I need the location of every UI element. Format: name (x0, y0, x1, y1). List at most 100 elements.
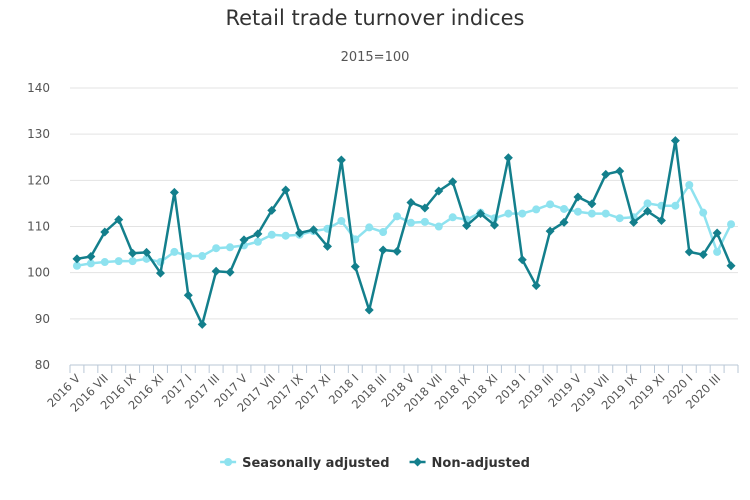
data-point[interactable] (406, 197, 416, 207)
chart-subtitle: 2015=100 (340, 50, 410, 65)
data-point[interactable] (72, 254, 82, 264)
data-point[interactable] (239, 235, 249, 245)
y-axis: 80 90 100 110 120 130 140 (27, 81, 50, 372)
legend-label: Seasonally adjusted (242, 456, 389, 471)
data-point[interactable] (573, 192, 583, 202)
data-point[interactable] (281, 185, 291, 195)
data-point[interactable] (448, 213, 457, 222)
chart-title: Retail trade turnover indices (225, 6, 525, 30)
y-tick-label: 90 (35, 312, 50, 326)
data-point[interactable] (531, 281, 541, 291)
data-point[interactable] (712, 228, 722, 238)
data-point[interactable] (713, 247, 722, 256)
series-seasonally-adjusted (72, 180, 736, 270)
data-point[interactable] (86, 259, 95, 268)
data-point[interactable] (226, 243, 235, 252)
data-point[interactable] (462, 221, 472, 231)
data-point[interactable] (684, 247, 694, 257)
data-point[interactable] (601, 209, 610, 218)
data-point[interactable] (225, 267, 235, 277)
data-point[interactable] (671, 201, 680, 210)
data-point[interactable] (309, 225, 319, 235)
data-point[interactable] (698, 250, 708, 260)
data-point[interactable] (100, 258, 109, 267)
data-point[interactable] (267, 205, 277, 215)
data-point[interactable] (448, 177, 458, 187)
data-point[interactable] (685, 180, 694, 189)
data-point[interactable] (670, 136, 680, 146)
data-point[interactable] (183, 290, 193, 300)
data-point[interactable] (351, 235, 360, 244)
legend-swatch-marker (413, 457, 423, 467)
data-point[interactable] (336, 155, 346, 165)
data-point[interactable] (629, 217, 639, 227)
data-point[interactable] (545, 226, 555, 236)
legend-swatch-marker (224, 458, 233, 466)
data-point[interactable] (532, 205, 541, 214)
data-point[interactable] (615, 214, 624, 223)
data-point[interactable] (212, 244, 221, 253)
data-point[interactable] (281, 231, 290, 240)
data-point[interactable] (114, 257, 123, 266)
legend[interactable]: Seasonally adjusted Non-adjusted (220, 456, 530, 471)
data-point[interactable] (365, 223, 374, 232)
data-point[interactable] (434, 186, 444, 196)
data-point[interactable] (517, 255, 527, 265)
data-point[interactable] (197, 319, 207, 329)
legend-item-0[interactable]: Seasonally adjusted (220, 456, 390, 471)
data-point[interactable] (643, 206, 653, 216)
data-point[interactable] (573, 207, 582, 216)
data-point[interactable] (392, 246, 402, 256)
data-point[interactable] (518, 209, 527, 218)
data-point[interactable] (546, 200, 555, 209)
data-point[interactable] (406, 218, 415, 227)
data-point[interactable] (114, 215, 124, 225)
data-point[interactable] (726, 261, 736, 271)
y-tick-label: 120 (27, 173, 50, 187)
data-point[interactable] (420, 217, 429, 226)
data-point[interactable] (378, 245, 388, 255)
data-point[interactable] (656, 215, 666, 225)
data-point[interactable] (504, 209, 513, 218)
data-point[interactable] (393, 212, 402, 221)
data-point[interactable] (503, 153, 513, 163)
data-point[interactable] (587, 209, 596, 218)
data-point[interactable] (128, 257, 137, 266)
data-point[interactable] (559, 217, 569, 227)
data-point[interactable] (253, 229, 263, 239)
data-point[interactable] (267, 230, 276, 239)
data-point[interactable] (184, 252, 193, 261)
data-point[interactable] (253, 237, 262, 246)
data-point[interactable] (364, 305, 374, 315)
data-point[interactable] (155, 268, 165, 278)
data-point[interactable] (601, 169, 611, 179)
data-point[interactable] (169, 187, 179, 197)
data-point[interactable] (643, 199, 652, 208)
data-point[interactable] (379, 228, 388, 237)
data-point[interactable] (615, 166, 625, 176)
series-group (72, 136, 736, 329)
data-point[interactable] (587, 199, 597, 209)
data-point[interactable] (295, 228, 305, 238)
data-point[interactable] (142, 247, 152, 257)
data-point[interactable] (128, 248, 138, 258)
legend-item-1[interactable]: Non-adjusted (409, 456, 530, 471)
data-point[interactable] (420, 203, 430, 213)
data-point[interactable] (322, 241, 332, 251)
data-point[interactable] (72, 261, 81, 270)
data-point[interactable] (350, 262, 360, 272)
data-point[interactable] (211, 266, 221, 276)
data-point[interactable] (170, 247, 179, 256)
series-line-non-adjusted (76, 139, 733, 326)
data-point[interactable] (434, 222, 443, 231)
data-point[interactable] (86, 252, 96, 262)
data-point[interactable] (489, 220, 499, 230)
data-point[interactable] (198, 252, 207, 261)
data-point[interactable] (699, 208, 708, 217)
data-point[interactable] (560, 204, 569, 213)
data-point[interactable] (100, 227, 110, 237)
data-point[interactable] (727, 220, 736, 229)
data-point[interactable] (337, 216, 346, 225)
data-point[interactable] (476, 209, 486, 219)
